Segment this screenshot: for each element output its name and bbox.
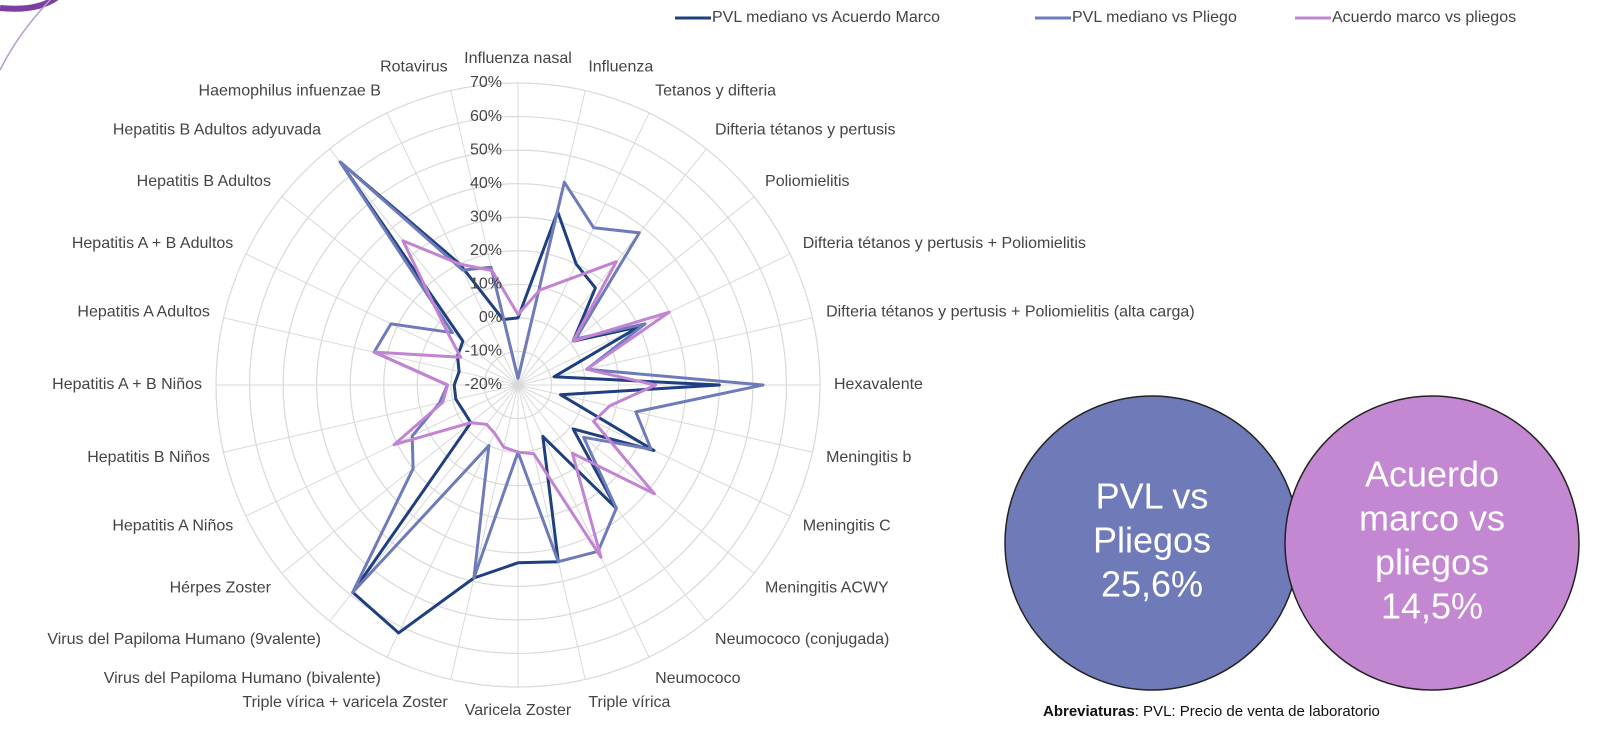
category-label: Meningitis ACWY (765, 579, 889, 596)
r-tick-label: 30% (470, 208, 502, 225)
footnote: Abreviaturas: PVL: Precio de venta de la… (1043, 703, 1380, 720)
category-label: Virus del Papiloma Humano (bivalente) (104, 670, 381, 687)
spoke (450, 384, 519, 680)
legend-label: PVL mediano vs Acuerdo Marco (712, 9, 940, 26)
category-label: Meningitis C (803, 518, 891, 535)
summary-text: Pliegos (1093, 520, 1211, 561)
r-tick-label: 50% (470, 141, 502, 158)
series-line (372, 239, 671, 559)
spoke (245, 253, 519, 386)
category-label: Meningitis b (826, 449, 911, 466)
category-label: Difteria tétanos y pertusis (715, 121, 896, 138)
r-tick-label: 70% (470, 74, 502, 91)
category-label: Poliomielitis (765, 173, 849, 190)
r-tick-label: -20% (465, 376, 502, 393)
spoke (281, 196, 519, 386)
category-label: Hepatitis B Adultos adyuvada (113, 121, 321, 138)
summary-text: marco vs (1359, 498, 1505, 539)
spoke (517, 253, 791, 386)
category-label: Triple vírica + varicela Zoster (242, 694, 448, 711)
spoke (517, 384, 755, 574)
category-label: Hexavalente (834, 376, 923, 393)
category-label: Hepatitis A Adultos (77, 304, 210, 321)
r-tick-label: -10% (465, 343, 502, 360)
spoke (517, 384, 586, 680)
legend-label: Acuerdo marco vs pliegos (1332, 9, 1516, 26)
spoke (517, 384, 650, 658)
category-label: Hepatitis A + B Niños (52, 376, 202, 393)
category-label: Virus del Papiloma Humano (9valente) (47, 631, 321, 648)
legend-label: PVL mediano vs Pliego (1072, 9, 1237, 26)
spoke (517, 317, 813, 386)
summary-circle (1284, 395, 1580, 691)
category-label: Difteria tétanos y pertusis + Poliomieli… (826, 304, 1195, 321)
category-label: Haemophilus infuenzae B (199, 83, 381, 100)
spoke (281, 384, 519, 574)
spoke (517, 384, 813, 453)
footnote-label: Abreviaturas (1043, 703, 1135, 720)
r-tick-label: 40% (470, 175, 502, 192)
logo-fragment (0, 0, 59, 12)
category-label: Difteria tétanos y pertusis + Poliomieli… (803, 235, 1086, 252)
spoke (517, 112, 650, 386)
summary-text: Acuerdo (1365, 454, 1499, 495)
spoke (223, 317, 519, 386)
category-label: Rotavirus (380, 58, 448, 75)
spoke (386, 112, 519, 386)
category-label: Hepatitis A + B Adultos (72, 235, 233, 252)
category-label: Hepatitis B Niños (87, 449, 210, 466)
spoke (223, 384, 519, 453)
summary-text: pliegos (1375, 542, 1489, 583)
category-label: Triple vírica (588, 694, 670, 711)
r-tick-label: 20% (470, 242, 502, 259)
category-label: Tetanos y difteria (655, 83, 776, 100)
category-label: Influenza nasal (464, 50, 572, 67)
category-label: Varicela Zoster (465, 702, 572, 719)
category-label: Neumococo (655, 670, 740, 687)
category-label: Influenza (588, 58, 653, 75)
summary-text: 25,6% (1101, 564, 1203, 605)
category-label: Hepatitis A Niños (112, 518, 233, 535)
series-line (338, 160, 721, 635)
logo-fragment (0, 0, 52, 71)
summary-text: PVL vs (1096, 476, 1209, 517)
spoke (386, 384, 519, 658)
category-label: Neumococo (conjugada) (715, 631, 889, 648)
summary-text: 14,5% (1381, 586, 1483, 627)
spoke (517, 196, 755, 386)
category-label: Hepatitis B Adultos (137, 173, 271, 190)
r-tick-label: 10% (470, 276, 502, 293)
spoke (245, 384, 519, 517)
r-tick-label: 0% (479, 309, 502, 326)
r-tick-label: 60% (470, 108, 502, 125)
category-label: Hérpes Zoster (170, 579, 272, 596)
spoke (329, 148, 519, 386)
footnote-text: : PVL: Precio de venta de laboratorio (1135, 703, 1380, 720)
